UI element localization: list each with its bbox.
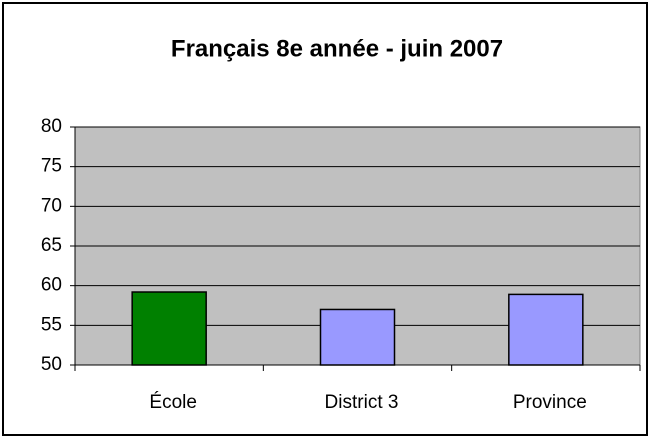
y-tick-label: 70 [41,195,62,216]
x-tick-label: École [149,392,197,413]
y-tick-label: 65 [41,235,62,256]
y-tick-label: 80 [41,116,62,137]
chart-title: Français 8e année - juin 2007 [171,35,503,62]
bar [131,291,207,366]
x-tick-label: Province [513,392,587,413]
y-tick-label: 60 [41,275,62,296]
bar [508,293,584,366]
y-tick-label: 55 [41,314,62,335]
x-tick-label: District 3 [325,392,399,413]
bar [319,308,396,366]
y-tick-label: 75 [41,156,62,177]
y-tick-label: 50 [41,354,62,375]
